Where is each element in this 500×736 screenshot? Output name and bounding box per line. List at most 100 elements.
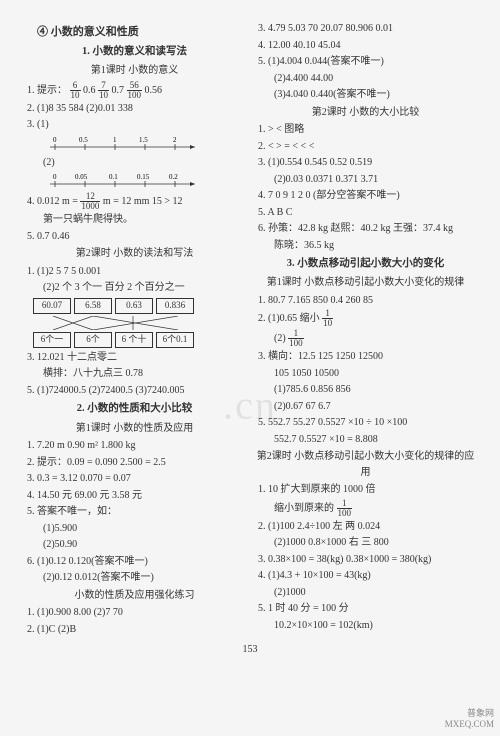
line-5: 5. 0.7 0.46 <box>25 229 244 245</box>
p5: 5. 答案不唯一，如： <box>25 504 244 520</box>
u4b: (2)1000 <box>256 585 475 601</box>
box: 6个 <box>74 332 112 348</box>
box-row-bot: 6个一 6个 6 个十 6个0.1 <box>33 332 244 348</box>
page-number: 153 <box>25 644 475 655</box>
u2b: (2)1000 0.8×1000 右 三 800 <box>256 535 475 551</box>
box: 0.63 <box>115 298 153 314</box>
logo-text-1: 普象网 <box>445 708 494 719</box>
box: 60.07 <box>33 298 71 314</box>
line-6: 1. (1)2 5 7 5 0.001 <box>25 264 244 280</box>
r3: 5. (1)4.004 0.044(答案不唯一) <box>256 54 475 70</box>
svg-text:0: 0 <box>53 173 57 181</box>
lesson6: 第1课时 小数点移动引起小数大小变化的规律 <box>256 275 475 291</box>
p4: 4. 14.50 元 69.00 元 3.58 元 <box>25 488 244 504</box>
sub3: 3. 小数点移动引起小数大小的变化 <box>256 256 475 272</box>
lesson1: 第1课时 小数的意义 <box>25 63 244 79</box>
line-10: 5. (1)724000.5 (2)72400.5 (3)7240.005 <box>25 383 244 399</box>
frac-6-10: 610 <box>70 81 81 100</box>
box: 6个一 <box>33 332 71 348</box>
p5a: (1)5.900 <box>25 521 244 537</box>
q1: 1. (1)0.900 8.00 (2)7 70 <box>25 605 244 621</box>
line-1: 1. 提示： 610 0.6 710 0.7 56100 0.56 <box>25 81 244 100</box>
svg-text:0.5: 0.5 <box>79 136 88 144</box>
lesson5: 第2课时 小数的大小比较 <box>256 105 475 121</box>
number-line-1: 0 0.5 1 1.5 2 <box>45 135 205 153</box>
frac-1-100a: 1100 <box>288 329 304 348</box>
number-line-2: 0 0.05 0.1 0.15 0.2 <box>45 172 205 190</box>
line-2: 2. (1)8 35 584 (2)0.01 338 <box>25 101 244 117</box>
s4: 4. 7 0 9 1 2 0 (部分空答案不唯一) <box>256 188 475 204</box>
frac-7-10: 710 <box>98 81 109 100</box>
r3c: (3)4.040 0.440(答案不唯一) <box>256 87 475 103</box>
box: 6个0.1 <box>156 332 194 348</box>
svg-text:1.5: 1.5 <box>139 136 148 144</box>
p3: 3. 0.3 = 3.12 0.070 = 0.07 <box>25 471 244 487</box>
p6b: (2)0.12 0.012(答案不唯一) <box>25 570 244 586</box>
r1: 3. 4.79 5.03 70 20.07 80.906 0.01 <box>256 21 475 37</box>
s3b: (2)0.03 0.0371 0.371 3.71 <box>256 172 475 188</box>
u1: 1. 10 扩大到原来的 1000 倍 <box>256 482 475 498</box>
s3: 3. (1)0.554 0.545 0.52 0.519 <box>256 155 475 171</box>
s1: 1. > < 图略 <box>256 122 475 138</box>
q2: 2. (1)C (2)B <box>25 622 244 638</box>
frac-1-100b: 1100 <box>337 499 353 518</box>
svg-text:2: 2 <box>173 136 177 144</box>
site-logo: 普象网 MXEQ.COM <box>445 708 494 730</box>
t3d: (2)0.67 67 6.7 <box>256 399 475 415</box>
p6: 6. (1)0.12 0.120(答案不唯一) <box>25 554 244 570</box>
svg-text:0: 0 <box>53 136 57 144</box>
sub1: 1. 小数的意义和读写法 <box>25 44 244 60</box>
lesson2: 第2课时 小数的读法和写法 <box>25 246 244 262</box>
svg-text:0.1: 0.1 <box>109 173 118 181</box>
lesson4: 小数的性质及应用强化练习 <box>25 588 244 604</box>
s6b: 陈晓：36.5 kg <box>256 238 475 254</box>
line-7: (2)2 个 3 个一 百分 2 个百分之一 <box>25 280 244 296</box>
cross-lines <box>33 316 203 330</box>
lesson3: 第1课时 小数的性质及应用 <box>25 421 244 437</box>
line-3b: (2) <box>25 155 244 171</box>
svg-text:1: 1 <box>113 136 117 144</box>
frac-56-100: 56100 <box>127 81 143 100</box>
lesson7: 第2课时 小数点移动引起小数大小变化的规律的应用 <box>256 449 475 480</box>
t2b: (2) 1100 <box>256 329 475 348</box>
p2: 2. 提示：0.09 = 0.090 2.500 = 2.5 <box>25 455 244 471</box>
line-4c: 第一只蜗牛爬得快。 <box>25 212 244 228</box>
line-3: 3. (1) <box>25 117 244 133</box>
frac-12-1000: 121000 <box>80 192 100 211</box>
t5: 552.7 0.5527 ×10 = 8.808 <box>256 432 475 448</box>
t3c: (1)785.6 0.856 856 <box>256 382 475 398</box>
line-4a: 4. 0.012 m = 121000 m = 12 mm 15 > 12 <box>25 192 244 211</box>
frac-1-10: 110 <box>322 309 333 328</box>
svg-text:0.05: 0.05 <box>75 173 88 181</box>
p1: 1. 7.20 m 0.90 m² 1.800 kg <box>25 438 244 454</box>
logo-text-2: MXEQ.COM <box>445 719 494 730</box>
sub2: 2. 小数的性质和大小比较 <box>25 401 244 417</box>
box: 0.836 <box>156 298 194 314</box>
r3b: (2)4.400 44.00 <box>256 71 475 87</box>
line-9: 横排：八十九点三 0.78 <box>25 366 244 382</box>
t3: 3. 横向：12.5 125 1250 12500 <box>256 349 475 365</box>
section-title: ④ 小数的意义和性质 <box>37 24 244 41</box>
box-row-top: 60.07 6.58 0.63 0.836 <box>33 298 244 314</box>
s6: 6. 孙策：42.8 kg 赵熙：40.2 kg 王强：37.4 kg <box>256 221 475 237</box>
t2: 2. (1)0.65 缩小 110 <box>256 309 475 328</box>
line-8: 3. 12.021 十二点零二 <box>25 350 244 366</box>
r2: 4. 12.00 40.10 45.04 <box>256 38 475 54</box>
u1b: 缩小到原来的 1100 <box>256 499 475 518</box>
u4: 4. (1)4.3 + 10×100 = 43(kg) <box>256 568 475 584</box>
u5b: 10.2×10×100 = 102(km) <box>256 618 475 634</box>
right-column: 3. 4.79 5.03 70 20.07 80.906 0.01 4. 12.… <box>256 20 475 638</box>
svg-text:0.2: 0.2 <box>169 173 178 181</box>
box: 6.58 <box>74 298 112 314</box>
left-column: ④ 小数的意义和性质 1. 小数的意义和读写法 第1课时 小数的意义 1. 提示… <box>25 20 244 638</box>
box: 6 个十 <box>115 332 153 348</box>
p5b: (2)50.90 <box>25 537 244 553</box>
u3: 3. 0.38×100 = 38(kg) 0.38×1000 = 380(kg) <box>256 552 475 568</box>
s5: 5. A B C <box>256 205 475 221</box>
u2: 2. (1)100 2.4÷100 左 两 0.024 <box>256 519 475 535</box>
t3b: 105 1050 10500 <box>256 366 475 382</box>
t4: 5. 552.7 55.27 0.5527 ×10 ÷ 10 ×100 <box>256 415 475 431</box>
s2: 2. < > = < < < <box>256 139 475 155</box>
svg-text:0.15: 0.15 <box>137 173 150 181</box>
u5: 5. 1 时 40 分 = 100 分 <box>256 601 475 617</box>
